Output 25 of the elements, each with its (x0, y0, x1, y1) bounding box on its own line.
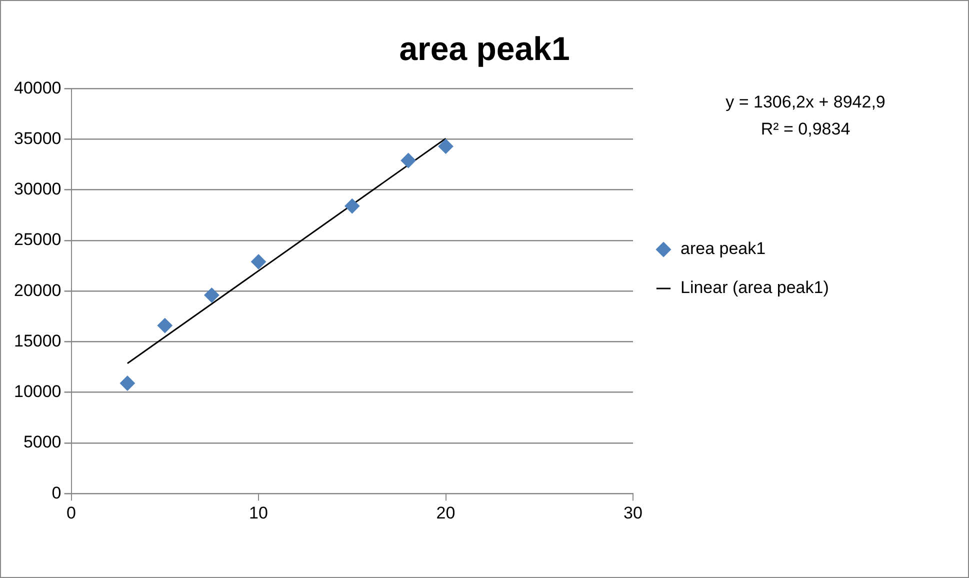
y-tick-label: 40000 (14, 78, 62, 98)
y-tick-label: 20000 (14, 280, 62, 300)
y-tick-label: 25000 (14, 230, 62, 250)
point (344, 198, 360, 214)
legend-label: Linear (area peak1) (680, 278, 829, 298)
point (204, 288, 220, 303)
y-tick-label: 5000 (23, 432, 62, 452)
x-tick-label: 0 (66, 503, 76, 522)
point (400, 152, 416, 168)
x-tick-label: 30 (624, 503, 642, 522)
point (120, 376, 135, 391)
point (157, 318, 172, 334)
y-tick-label: 0 (52, 483, 62, 502)
chart-title: area peak1 (399, 30, 570, 67)
y-tick-label: 35000 (14, 128, 62, 148)
legend-label: area peak1 (680, 239, 766, 258)
point (438, 138, 454, 154)
point (251, 254, 266, 270)
y-tick-label: 15000 (14, 331, 62, 350)
x-tick-label: 10 (249, 503, 268, 522)
y-tick-label: 10000 (14, 382, 62, 402)
x-tick-label: 20 (436, 503, 456, 522)
text: R² = 0,9834 (760, 119, 850, 138)
y-tick-label: 30000 (14, 180, 62, 199)
text: y = 1306,2x + 8942,9 (726, 92, 886, 112)
